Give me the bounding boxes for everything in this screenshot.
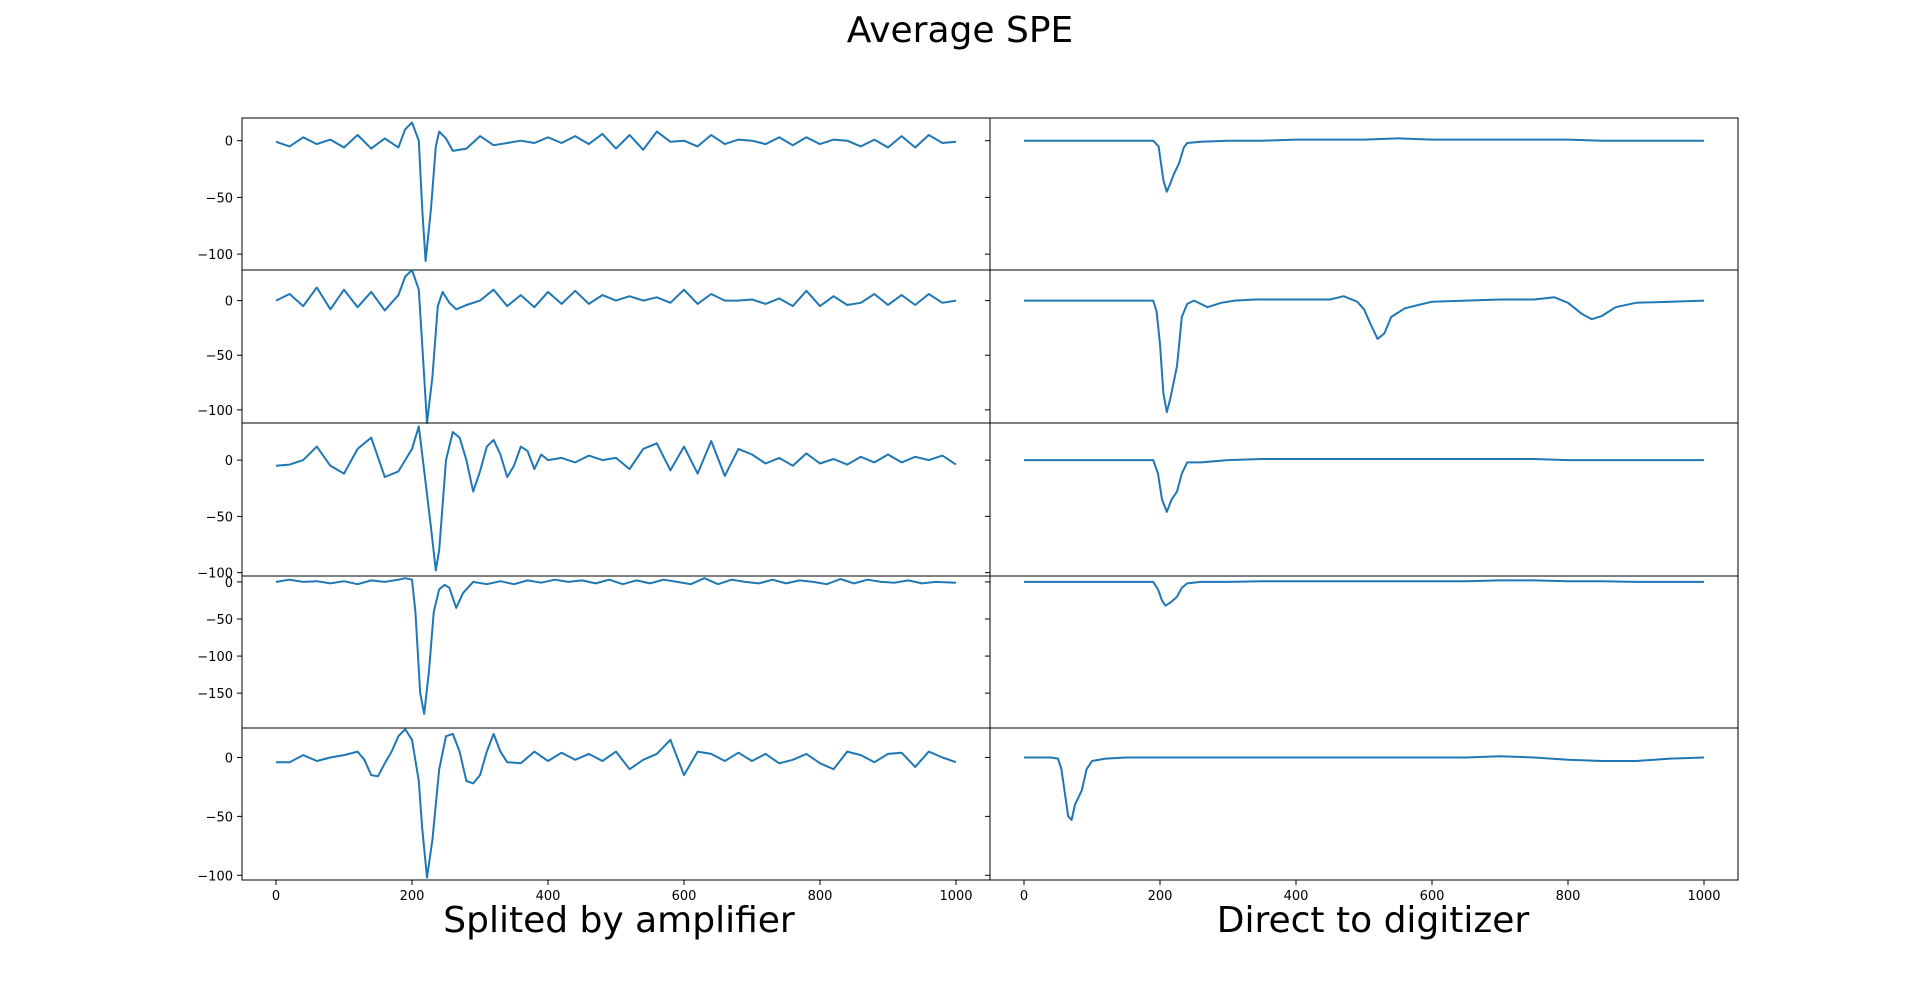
y-tick-label: −150 <box>197 687 233 702</box>
y-tick-label: −50 <box>206 191 233 206</box>
y-tick-label: −50 <box>206 613 233 628</box>
y-tick-label: 0 <box>225 751 233 766</box>
series-line-r1-right <box>1024 137 1704 193</box>
y-tick-label: 0 <box>225 135 233 150</box>
y-tick-label: 0 <box>225 454 233 469</box>
x-tick-label: 0 <box>272 889 280 904</box>
axes-frame <box>989 575 1739 729</box>
subplot-r3-right <box>985 422 1739 577</box>
series-line-r2-right <box>1024 295 1705 414</box>
axes-frame <box>241 269 991 424</box>
subplot-r5-right: 0 200 400 600 800 1000 <box>985 727 1739 904</box>
axes-frame <box>989 727 1739 881</box>
series-line-r1-left <box>275 121 957 262</box>
series-line-r4-left <box>275 577 957 715</box>
subplot-r3-left: 0 −50 −100 <box>197 422 991 582</box>
series-line-r3-right <box>1024 458 1704 513</box>
x-tick-label: 1000 <box>1687 889 1720 904</box>
y-tick-label: −50 <box>206 810 233 825</box>
y-tick-label: −100 <box>197 869 233 884</box>
subplot-r1-right <box>985 117 1739 271</box>
x-tick-label: 0 <box>1020 889 1028 904</box>
x-tick-label: 200 <box>1148 889 1173 904</box>
subplot-r1-left: 0 −50 −100 <box>197 117 991 271</box>
y-tick-label: −100 <box>197 650 233 665</box>
axes-frame <box>989 422 1739 577</box>
y-tick-label: −50 <box>206 349 233 364</box>
y-tick-label: 0 <box>225 295 233 310</box>
subplot-r4-right <box>985 575 1739 729</box>
subplot-r2-right <box>985 269 1739 424</box>
y-tick-label: −50 <box>206 510 233 525</box>
x-tick-label: 800 <box>1556 889 1581 904</box>
left-column-label: Splited by amplifier <box>443 900 795 941</box>
y-tick-label: 0 <box>225 576 233 591</box>
x-tick-label: 600 <box>1420 889 1445 904</box>
x-tick-label: 200 <box>400 889 425 904</box>
series-line-r5-right <box>1024 755 1705 821</box>
subplot-r2-left: 0 −50 −100 <box>197 269 991 424</box>
y-tick-label: −100 <box>197 567 233 582</box>
y-tick-label: −100 <box>197 404 233 419</box>
series-line-r2-left <box>275 269 957 424</box>
series-line-r3-left <box>275 425 957 572</box>
x-tick-label: 400 <box>1284 889 1309 904</box>
x-tick-label: 400 <box>536 889 561 904</box>
right-column-label: Direct to digitizer <box>1216 900 1530 941</box>
subplot-r4-left: 0 −50 −100 −150 <box>197 575 991 729</box>
subplot-r5-left: 0 −50 −100 0 200 400 600 800 1000 <box>197 727 991 904</box>
series-line-r4-right <box>1024 579 1704 607</box>
x-tick-label: 600 <box>672 889 697 904</box>
axes-frame <box>241 575 991 729</box>
x-tick-label: 800 <box>808 889 833 904</box>
figure-title: Average SPE <box>846 10 1074 51</box>
y-tick-label: −100 <box>197 248 233 263</box>
series-line-r5-left <box>276 728 957 879</box>
axes-frame <box>241 422 991 577</box>
axes-frame <box>989 269 1739 424</box>
x-tick-label: 1000 <box>939 889 972 904</box>
